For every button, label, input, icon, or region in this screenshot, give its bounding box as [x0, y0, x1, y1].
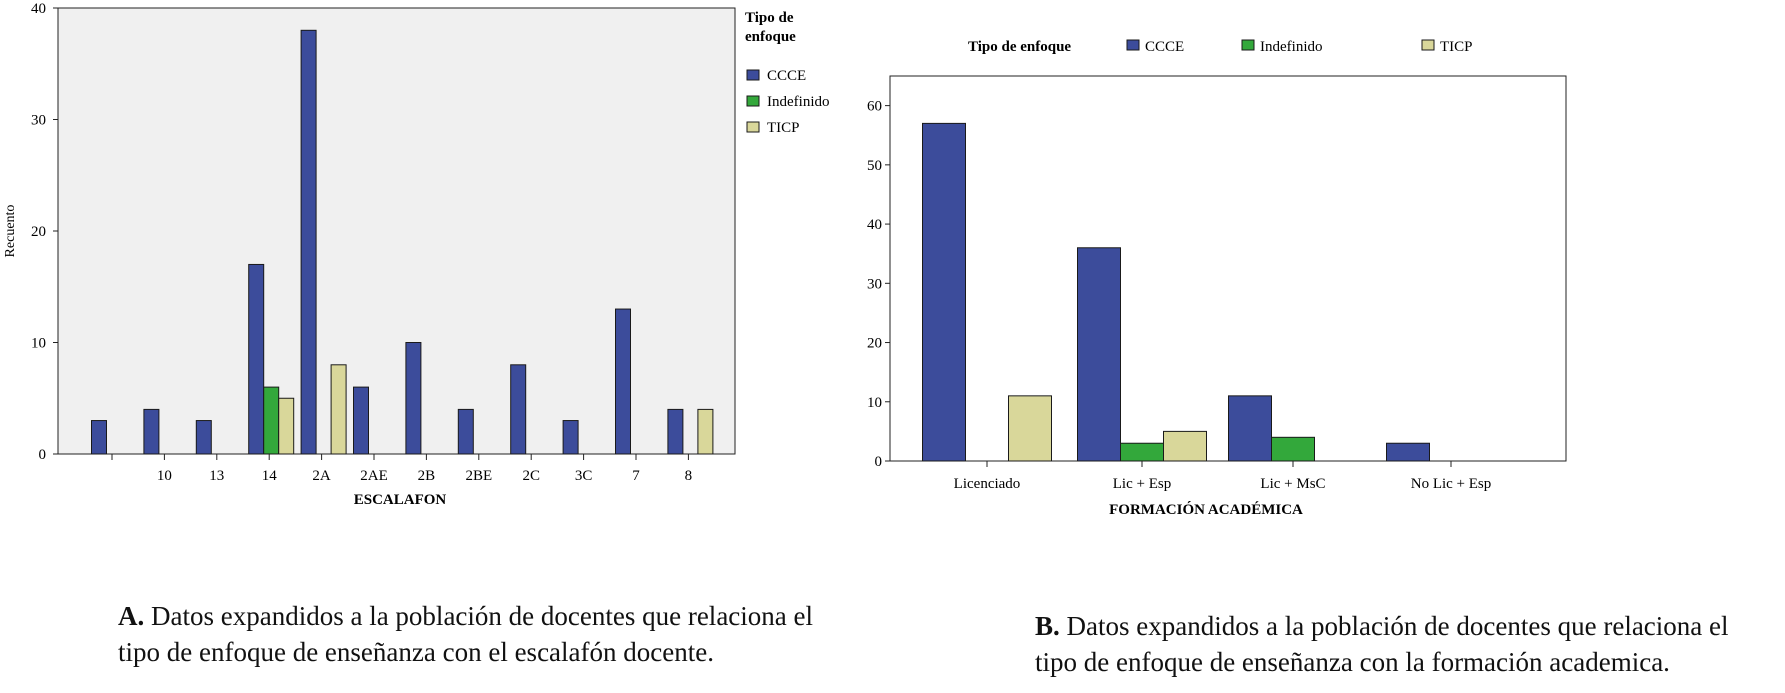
y-tick-label: 20	[31, 224, 46, 240]
y-tick-label: 0	[875, 454, 883, 470]
bar-indefinido-14	[263, 386, 280, 455]
legend-label-ccce: CCCE	[1145, 39, 1184, 55]
bar-ticp-8	[697, 408, 714, 455]
x-tick-label-14: 14	[262, 468, 278, 484]
x-tick-label-8: 8	[685, 468, 693, 484]
y-axis-label: Recuento	[3, 205, 18, 258]
bar-ticp-14	[278, 397, 295, 455]
x-tick-label-2c: 2C	[522, 468, 540, 484]
bar-ccce-2ae	[353, 386, 369, 455]
chart-a: 0 10 20 30 40 Recuento 10 13 14 2A 2AE 2B 2BE 2C 3C 7 8 E…	[3, 1, 829, 508]
x-tick-label-lic-esp: Lic + Esp	[1113, 476, 1171, 492]
bar-ccce-2b	[405, 342, 422, 455]
x-tick-label-2a: 2A	[312, 468, 331, 484]
bar-ccce-licenciado	[922, 122, 966, 462]
legend-title: Tipo de enfoque	[968, 39, 1071, 55]
legend-label-indefinido: Indefinido	[767, 94, 829, 110]
y-tick-label: 10	[31, 336, 46, 352]
caption-b: B. Datos expandidos a la población de do…	[1035, 608, 1775, 680]
y-tick-label: 40	[867, 217, 882, 233]
bar-ccce-lic-esp	[1077, 247, 1121, 462]
x-tick-label-licenciado: Licenciado	[954, 476, 1021, 492]
bar-indefinido-lic-msc	[1271, 436, 1315, 462]
bar-ccce-14	[248, 263, 265, 455]
bar-ticp-lic-esp	[1163, 430, 1207, 462]
x-tick-label-7: 7	[632, 468, 640, 484]
legend-label-ticp: TICP	[1440, 39, 1473, 55]
x-tick-label-13: 13	[209, 468, 224, 484]
bar-ticp-licenciado	[1008, 395, 1052, 462]
x-tick-label-2be: 2BE	[465, 468, 492, 484]
bar-ccce-2a	[300, 29, 317, 455]
bar-ccce-2c	[510, 364, 527, 455]
legend-swatch-ticp	[1421, 39, 1435, 51]
bar-ccce-blank	[91, 420, 107, 455]
x-axis-label: ESCALAFON	[354, 492, 447, 508]
y-tick-label: 40	[31, 1, 46, 17]
x-tick-label-no-lic-esp: No Lic + Esp	[1411, 476, 1492, 492]
caption-b-text: Datos expandidos a la población de docen…	[1035, 611, 1729, 677]
bar-ccce-7	[615, 308, 631, 455]
legend-label-ticp: TICP	[767, 120, 800, 136]
bar-ccce-no-lic-esp	[1386, 442, 1430, 462]
caption-a-text: Datos expandidos a la población de docen…	[118, 601, 814, 667]
x-tick-label-2b: 2B	[418, 468, 436, 484]
legend-swatch-ccce	[746, 69, 760, 81]
x-tick-label-lic-msc: Lic + MsC	[1260, 476, 1325, 492]
legend-label-ccce: CCCE	[767, 68, 806, 84]
legend-title-line-1: Tipo de	[745, 10, 794, 26]
y-tick-label: 30	[31, 113, 46, 129]
legend-swatch-ticp	[746, 121, 760, 133]
caption-b-label: B.	[1035, 611, 1060, 641]
bar-indefinido-lic-esp	[1120, 442, 1164, 462]
legend-swatch-indefinido	[746, 95, 760, 107]
chart-b: 0 10 20 30 40 50 60 Licenciado Lic + Esp Lic + Ms…	[867, 39, 1567, 518]
bar-ccce-lic-msc	[1228, 395, 1272, 462]
y-tick-label: 50	[867, 158, 882, 174]
x-axis-label: FORMACIÓN ACADÉMICA	[1109, 501, 1303, 518]
x-tick-label-3c: 3C	[575, 468, 593, 484]
caption-a: A. Datos expandidos a la población de do…	[118, 598, 858, 670]
legend-swatch-ccce	[1126, 39, 1140, 51]
legend-title-line-2: enfoque	[745, 29, 796, 45]
bar-ccce-13	[195, 420, 212, 455]
bar-ccce-3c	[562, 420, 579, 455]
legend-swatch-indefinido	[1241, 39, 1255, 51]
y-tick-label: 60	[867, 99, 882, 115]
y-tick-label: 20	[867, 336, 882, 352]
x-tick-label-10: 10	[157, 468, 172, 484]
legend-label-indefinido: Indefinido	[1260, 39, 1322, 55]
caption-a-label: A.	[118, 601, 145, 631]
plot-area	[57, 7, 736, 455]
bar-ccce-8	[667, 408, 684, 455]
bar-ccce-2be	[457, 408, 474, 455]
y-tick-label: 10	[867, 395, 882, 411]
y-tick-label: 0	[39, 447, 47, 463]
bar-ticp-2a	[330, 364, 347, 455]
x-tick-label-2ae: 2AE	[360, 468, 388, 484]
y-tick-label: 30	[867, 276, 882, 292]
bar-ccce-10	[143, 408, 160, 455]
